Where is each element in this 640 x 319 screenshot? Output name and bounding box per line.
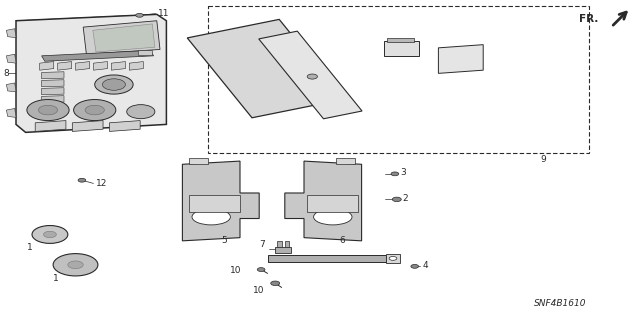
Circle shape (391, 172, 399, 176)
Polygon shape (40, 62, 54, 70)
Circle shape (95, 75, 133, 94)
Circle shape (27, 100, 69, 121)
Text: 1: 1 (27, 243, 33, 252)
Circle shape (85, 105, 104, 115)
Polygon shape (42, 72, 64, 79)
Text: 1: 1 (53, 274, 59, 283)
Circle shape (257, 268, 265, 271)
Polygon shape (76, 62, 90, 70)
Circle shape (74, 100, 116, 121)
Bar (189, 195, 240, 212)
Polygon shape (42, 50, 154, 61)
Polygon shape (35, 121, 66, 131)
Polygon shape (6, 83, 16, 92)
Circle shape (389, 256, 397, 260)
Circle shape (53, 254, 98, 276)
Polygon shape (6, 54, 16, 63)
Polygon shape (93, 62, 108, 70)
Text: 3: 3 (400, 168, 406, 177)
Ellipse shape (192, 209, 230, 225)
Circle shape (136, 13, 143, 17)
Polygon shape (129, 62, 143, 70)
Text: 7: 7 (259, 241, 265, 249)
Bar (285, 241, 289, 247)
Polygon shape (384, 41, 419, 56)
Polygon shape (72, 121, 103, 131)
Bar (277, 241, 282, 247)
Circle shape (127, 105, 155, 119)
Polygon shape (42, 96, 64, 103)
Polygon shape (6, 108, 16, 117)
Bar (307, 195, 358, 212)
Text: 10: 10 (253, 286, 264, 295)
Text: 8: 8 (3, 69, 9, 78)
Circle shape (44, 231, 56, 238)
Polygon shape (189, 158, 208, 164)
Text: 11: 11 (158, 9, 170, 18)
Polygon shape (58, 62, 72, 70)
Bar (275, 247, 291, 253)
Polygon shape (285, 161, 362, 241)
Polygon shape (16, 14, 166, 132)
Polygon shape (438, 45, 483, 73)
Circle shape (102, 79, 125, 90)
Bar (138, 50, 152, 55)
Circle shape (392, 197, 401, 202)
Polygon shape (42, 88, 64, 95)
Polygon shape (182, 161, 259, 241)
Circle shape (32, 226, 68, 243)
Text: 12: 12 (96, 179, 108, 188)
Text: 10: 10 (230, 266, 242, 275)
Text: FR.: FR. (579, 14, 598, 24)
Circle shape (307, 74, 317, 79)
Bar (386, 254, 400, 263)
Bar (387, 38, 414, 42)
Text: 6: 6 (339, 236, 345, 245)
Bar (268, 255, 386, 262)
Text: SNF4B1610: SNF4B1610 (534, 299, 587, 308)
Polygon shape (188, 19, 344, 118)
Polygon shape (109, 121, 140, 131)
Text: 2: 2 (402, 194, 408, 203)
Polygon shape (83, 21, 160, 54)
Polygon shape (42, 80, 64, 87)
Bar (208, 6, 589, 153)
Text: 9: 9 (541, 155, 547, 164)
Circle shape (271, 281, 280, 286)
Text: 5: 5 (221, 236, 227, 245)
Circle shape (78, 178, 86, 182)
Circle shape (411, 264, 419, 268)
Ellipse shape (314, 209, 352, 225)
Circle shape (68, 261, 83, 269)
Text: 4: 4 (422, 261, 428, 270)
Polygon shape (93, 24, 155, 52)
Polygon shape (336, 158, 355, 164)
Polygon shape (111, 62, 125, 70)
Circle shape (38, 105, 58, 115)
Polygon shape (259, 31, 362, 119)
Polygon shape (6, 29, 16, 38)
